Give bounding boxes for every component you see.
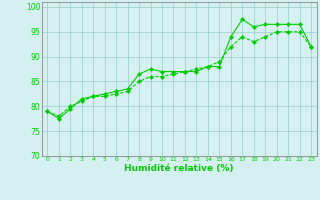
X-axis label: Humidité relative (%): Humidité relative (%) xyxy=(124,164,234,173)
